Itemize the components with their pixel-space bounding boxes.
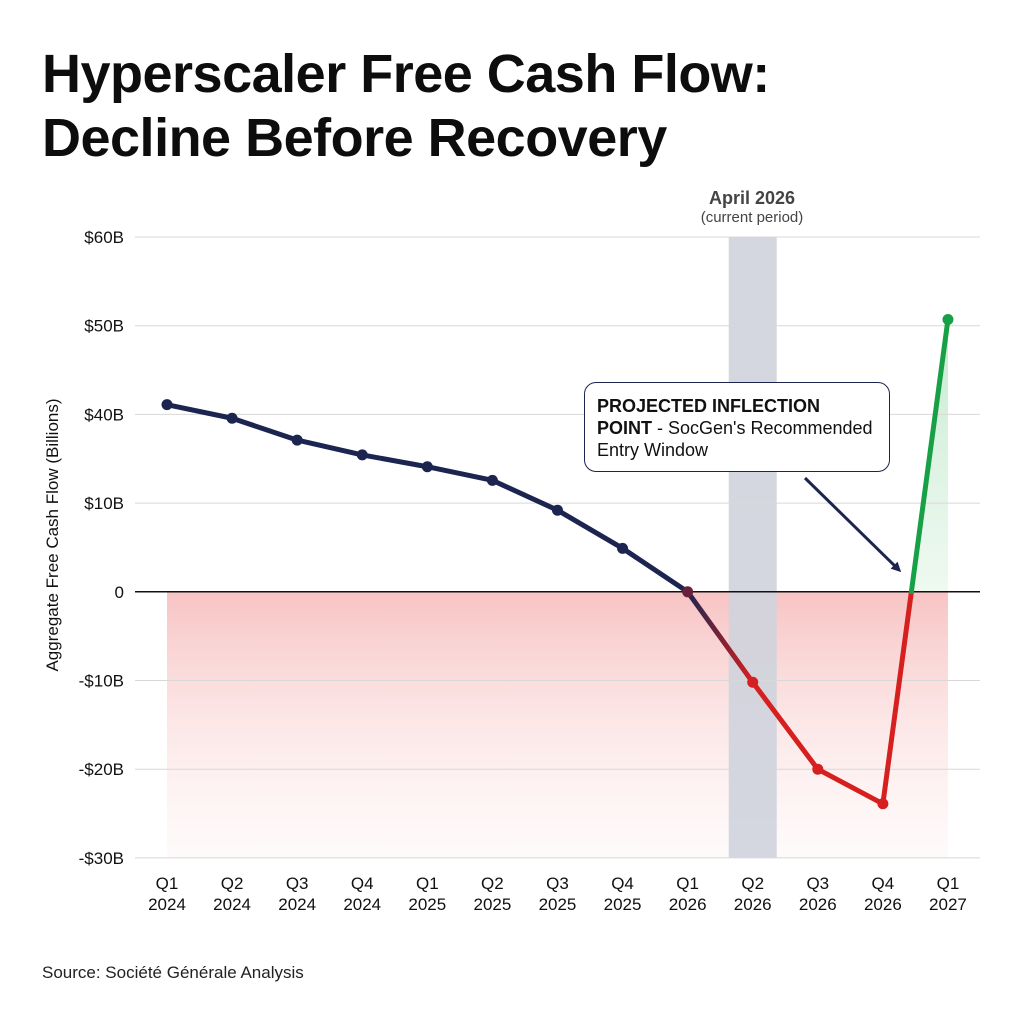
current-period-label: April 2026 (current period) — [652, 188, 852, 226]
x-tick-label-quarter: Q2 — [481, 874, 504, 893]
x-tick-label-year: 2024 — [278, 895, 316, 914]
line-segment-historical — [359, 452, 430, 470]
current-period-band — [728, 237, 777, 858]
annotation-text: - SocGen's Recommended Entry Window — [597, 418, 873, 460]
data-point — [161, 399, 173, 411]
data-point — [226, 412, 238, 424]
x-tick-label-quarter: Q4 — [351, 874, 374, 893]
y-tick-label: $50B — [84, 317, 124, 336]
x-tick-label-year: 2026 — [864, 895, 902, 914]
x-tick-label-year: 2025 — [604, 895, 642, 914]
y-tick-label: $10B — [84, 494, 124, 513]
line-segment-negative — [880, 589, 914, 807]
data-point — [747, 676, 759, 688]
data-point — [291, 434, 303, 446]
x-tick-label-quarter: Q2 — [741, 874, 764, 893]
current-period-title: April 2026 — [708, 188, 796, 208]
line-segment-negative — [750, 679, 821, 772]
data-point — [551, 504, 563, 516]
y-tick-label: -$30B — [79, 849, 124, 868]
y-tick-label: -$10B — [79, 672, 124, 691]
line-segment-negative — [815, 766, 886, 807]
line-segment-historical — [620, 545, 691, 595]
source-note: Source: Société Générale Analysis — [42, 963, 304, 982]
y-axis-label: Aggregate Free Cash Flow (Billions) — [43, 398, 62, 671]
x-tick-label-quarter: Q3 — [806, 874, 829, 893]
line-segment-historical — [294, 437, 365, 458]
x-tick-label-quarter: Q4 — [611, 874, 634, 893]
x-tick-label-quarter: Q1 — [676, 874, 699, 893]
data-point — [617, 542, 629, 554]
x-tick-label-year: 2024 — [213, 895, 251, 914]
inflection-annotation: PROJECTED INFLECTION POINT - SocGen's Re… — [584, 382, 890, 472]
x-tick-label-quarter: Q3 — [546, 874, 569, 893]
data-point — [356, 449, 368, 461]
y-tick-label: 0 — [115, 583, 124, 602]
x-tick-label-year: 2027 — [929, 895, 967, 914]
line-segment-historical — [229, 415, 300, 443]
line-segment-historical — [554, 507, 626, 551]
annotation-bold: PROJECTED INFLECTION POINT — [597, 396, 821, 438]
x-tick-label-year: 2026 — [734, 895, 772, 914]
x-tick-label-year: 2025 — [408, 895, 446, 914]
x-tick-label-quarter: Q2 — [221, 874, 244, 893]
x-tick-label-year: 2025 — [473, 895, 511, 914]
data-point — [486, 474, 498, 486]
y-tick-label: -$20B — [79, 760, 124, 779]
x-tick-label-year: 2026 — [799, 895, 837, 914]
x-tick-label-quarter: Q1 — [937, 874, 960, 893]
negative-zone-fill — [167, 591, 948, 858]
annotation-arrow — [803, 476, 902, 573]
data-point — [812, 763, 824, 775]
current-period-subtitle: (current period) — [700, 209, 804, 226]
title-line-1: Hyperscaler Free Cash Flow: — [42, 44, 770, 104]
data-point — [421, 461, 433, 473]
x-tick-label-year: 2024 — [148, 895, 186, 914]
x-tick-label-year: 2024 — [343, 895, 381, 914]
x-tick-label-quarter: Q4 — [872, 874, 895, 893]
y-tick-label: $60B — [84, 228, 124, 247]
data-point — [682, 586, 694, 598]
title-line-2: Decline Before Recovery — [42, 108, 667, 168]
line-segment-transition — [685, 589, 756, 685]
chart-title: Hyperscaler Free Cash Flow: Decline Befo… — [42, 42, 770, 170]
line-segment-historical — [424, 464, 495, 483]
x-tick-label-year: 2025 — [539, 895, 577, 914]
data-point — [877, 798, 889, 810]
line-segment-historical — [489, 477, 560, 513]
line-segment-historical — [164, 402, 235, 421]
x-tick-label-year: 2026 — [669, 895, 707, 914]
x-tick-label-quarter: Q1 — [416, 874, 439, 893]
data-point — [942, 313, 954, 325]
line-segment-recovery — [908, 316, 951, 595]
x-tick-label-quarter: Q1 — [156, 874, 179, 893]
x-tick-label-quarter: Q3 — [286, 874, 309, 893]
y-tick-label: $40B — [84, 405, 124, 424]
